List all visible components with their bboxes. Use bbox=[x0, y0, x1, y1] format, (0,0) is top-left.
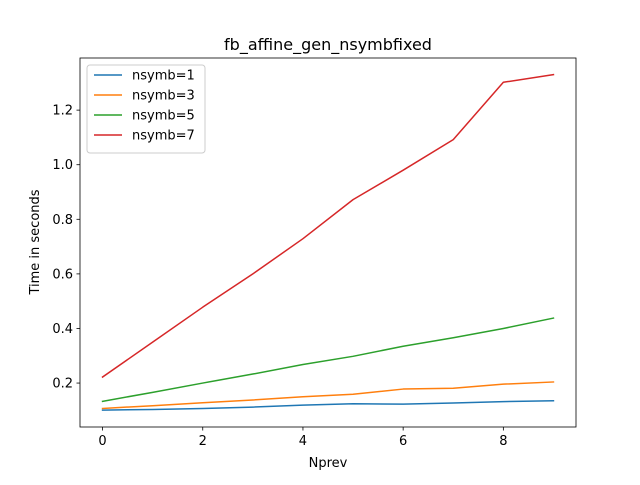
y-tick-label: 0.4 bbox=[52, 322, 73, 337]
plot-area: 0 2 4 6 8 0.2 0.4 0.6 0.8 1.0 1.2 bbox=[52, 57, 577, 449]
y-tick-label: 1.0 bbox=[52, 158, 73, 173]
y-tick-label: 0.8 bbox=[52, 213, 73, 228]
legend-label-3: nsymb=5 bbox=[132, 109, 195, 124]
x-tick-label: 2 bbox=[199, 434, 207, 449]
x-tick-label: 4 bbox=[299, 434, 307, 449]
x-axis-label: Nprev bbox=[309, 456, 348, 471]
y-tick-label: 0.2 bbox=[52, 377, 73, 392]
series-line-1 bbox=[101, 400, 555, 411]
legend-box bbox=[86, 64, 206, 154]
series-line-4 bbox=[101, 73, 555, 379]
legend-label-2: nsymb=3 bbox=[132, 89, 195, 104]
axes-frame bbox=[79, 57, 577, 428]
y-tick-label: 0.6 bbox=[52, 267, 73, 282]
y-tick-label: 1.2 bbox=[52, 104, 73, 119]
legend-label-4: nsymb=7 bbox=[132, 129, 195, 144]
series-line-3 bbox=[101, 317, 555, 403]
legend: nsymb=1 nsymb=3 nsymb=5 nsymb=7 bbox=[86, 64, 206, 154]
x-tick-label: 6 bbox=[399, 434, 407, 449]
legend-label-1: nsymb=1 bbox=[132, 69, 195, 84]
y-axis-label: Time in seconds bbox=[28, 189, 43, 295]
series-line-2 bbox=[101, 381, 555, 410]
x-tick-label: 0 bbox=[98, 434, 106, 449]
x-tick-label: 8 bbox=[499, 434, 507, 449]
chart-title: fb_affine_gen_nsymbfixed bbox=[224, 35, 432, 55]
